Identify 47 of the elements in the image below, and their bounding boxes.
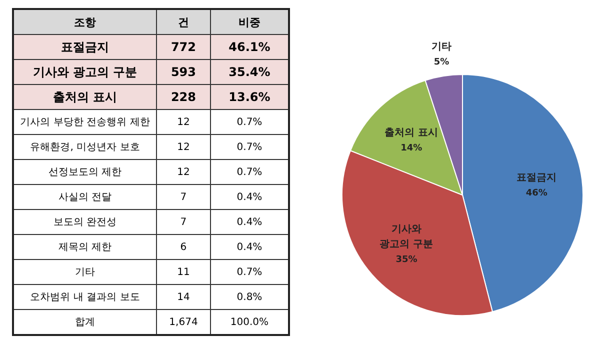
- data-label: 593: [156, 60, 210, 84]
- data-label: 0.7%: [210, 260, 289, 284]
- data-label: 12: [156, 134, 210, 160]
- data-label: 0.7%: [210, 134, 289, 160]
- data-label: 14%: [400, 143, 422, 154]
- data-label: 0.4%: [210, 210, 289, 234]
- data-label: 7: [156, 184, 210, 210]
- category-label: 선정보도의 제한: [13, 160, 157, 184]
- data-label: 14: [156, 284, 210, 310]
- category-label: 오차범위 내 결과의 보도: [13, 284, 157, 310]
- series-label: 비중: [210, 9, 289, 34]
- data-label: 228: [156, 84, 210, 110]
- slice-label: 출처의 표시: [384, 128, 438, 139]
- data-label: 1,674: [156, 310, 210, 335]
- category-label: 출처의 표시: [13, 84, 157, 110]
- data-label: 0.7%: [210, 160, 289, 184]
- category-label: 유해환경, 미성년자 보호: [13, 134, 157, 160]
- category-label: 보도의 완전성: [13, 210, 157, 234]
- data-label: 11: [156, 260, 210, 284]
- data-label: 0.4%: [210, 184, 289, 210]
- category-label: 기타: [13, 260, 157, 284]
- category-label: 기사의 부당한 전송행위 제한: [13, 110, 157, 134]
- data-label: 12: [156, 160, 210, 184]
- data-label: 6: [156, 234, 210, 260]
- category-label: 기사와 광고의 구분: [13, 60, 157, 84]
- slice-label: 기사와 광고의 구분: [380, 224, 434, 250]
- data-label: 13.6%: [210, 84, 289, 110]
- category-label: 합계: [13, 310, 157, 335]
- data-label: 772: [156, 34, 210, 60]
- data-label: 100.0%: [210, 310, 289, 335]
- text: 조항: [13, 9, 157, 34]
- data-label: 46%: [526, 188, 548, 198]
- data-label: 5%: [434, 58, 450, 68]
- data-label: 7: [156, 210, 210, 234]
- data-label: 12: [156, 110, 210, 134]
- data-label: 35.4%: [210, 60, 289, 84]
- data-label: 0.8%: [210, 284, 289, 310]
- data-label: 46.1%: [210, 34, 289, 60]
- slice-label: 표절금지: [516, 172, 557, 184]
- series-label: 건: [156, 9, 210, 34]
- category-label: 제목의 제한: [13, 234, 157, 260]
- data-label: 35%: [396, 254, 418, 265]
- category-label: 표절금지: [13, 34, 157, 60]
- category-label: 사실의 전달: [13, 184, 157, 210]
- data-label: 0.4%: [210, 234, 289, 260]
- data-label: 0.7%: [210, 110, 289, 134]
- slice-label: 기타: [431, 42, 452, 53]
